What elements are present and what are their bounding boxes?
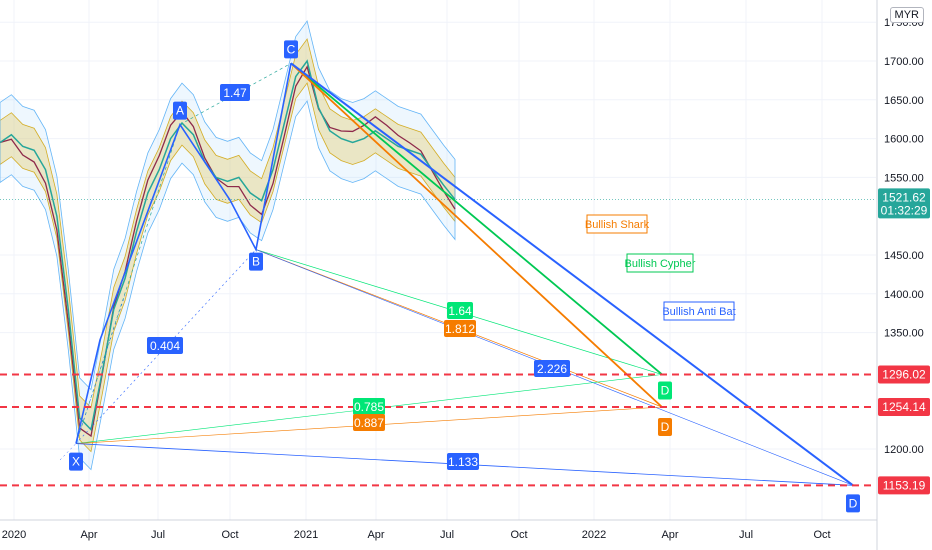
ratio-tag [444,320,476,337]
price-levels: 1296.02 1254.14 1153.19 [0,365,930,495]
pattern-point-label: X [72,455,80,469]
ratio-value: 0.404 [150,339,180,353]
bollinger-band [0,20,456,471]
price-line [0,59,456,432]
harmonic-leg [75,249,257,444]
ratio-tag [353,414,385,431]
x-tick-label: Apr [367,529,384,541]
pattern-name-box [663,301,735,321]
ratio-tag [353,398,385,415]
y-tick-label: 1350.00 [884,328,924,340]
pattern-point-marker [173,101,187,120]
pattern-name-label: Bullish Shark [585,219,650,231]
y-tick-label: 1700.00 [884,56,924,68]
pattern-point-label: D [849,496,858,510]
price-level-tag [878,397,930,416]
y-tick-label: 1400.00 [884,289,924,301]
ratio-value: 2.226 [537,362,567,376]
y-tick-label: 1550.00 [884,172,924,184]
currency-button[interactable]: MYR [889,7,924,23]
ratio-tag [534,360,570,377]
x-tick-label: Jul [739,529,753,541]
pattern-name-label: Bullish Anti Bat [662,306,735,318]
time-axis: 2020 Apr Jul Oct 2021 Apr Jul Oct 2022 Apr Jul Oct [0,519,877,541]
x-tick-label: Oct [510,529,527,541]
x-tick-label: Jul [151,529,165,541]
ratio-value: 1.133 [448,455,478,469]
harmonic-patterns [59,62,854,487]
ratio-labels: 1.47 0.404 1.64 1.812 2.226 0.785 0.887 1.133 [147,84,570,470]
pattern-point-marker [284,40,298,59]
ratio-tag [447,453,479,470]
x-tick-label: Apr [80,529,97,541]
y-tick-label: 1200.00 [884,444,924,456]
x-tick-label: 2021 [294,529,318,541]
price-level-value: 1153.19 [883,478,926,492]
pattern-point-label: C [287,42,296,56]
pattern-point-label: D [661,383,670,397]
harmonic-leg [290,62,663,408]
x-tick-label: Oct [813,529,830,541]
moving-average-line [0,65,456,438]
x-tick-label: Oct [221,529,238,541]
ratio-tag [147,337,183,354]
y-tick-label: 1650.00 [884,95,924,107]
pattern-point-marker [658,417,672,436]
pattern-name-notes: Bullish Shark Bullish Cypher Bullish Anti … [585,214,736,321]
x-tick-label: 2020 [2,529,26,541]
indicator-bands [0,20,456,471]
pattern-point-marker [69,452,83,471]
ratio-value: 0.887 [354,416,384,430]
pattern-point-marker [658,381,672,400]
price-level-value: 1254.14 [882,400,926,414]
pattern-name-label: Bullish Cypher [625,258,696,270]
ratio-value: 1.47 [223,86,247,100]
harmonic-leg [290,62,663,376]
x-tick-label: Jul [440,529,454,541]
price-level-value: 1296.02 [882,367,926,381]
current-price-value: 1521.62 [882,190,926,204]
price-level-tag [878,365,930,384]
current-price-tag [878,188,930,219]
x-tick-label: 2022 [582,529,606,541]
ratio-value: 1.64 [448,304,472,318]
y-tick-label: 1450.00 [884,250,924,262]
y-tick-label: 1600.00 [884,134,924,146]
ratio-value: 1.812 [445,322,475,336]
ratio-tag [220,84,250,101]
pattern-point-marker [249,252,263,271]
ratio-value: 0.785 [354,400,384,414]
xabc-zigzag [75,63,292,444]
harmonic-leg [59,443,77,461]
price-axis: 1750.001700.001650.001600.001550.001450.… [876,0,924,550]
pattern-point-label: D [661,420,670,434]
harmonic-leg [75,294,126,444]
countdown-value: 01:32:29 [881,203,928,217]
pattern-name-box [626,253,694,273]
pattern-name-box [586,214,648,234]
pattern-point-label: B [252,255,260,269]
harmonic-leg [290,62,854,487]
pattern-point-marker [846,494,860,513]
x-tick-label: Apr [661,529,678,541]
price-level-tag [878,476,930,495]
pattern-point-label: A [176,104,184,118]
ratio-tag [447,302,473,319]
pattern-point-labels: X A B C D D D [69,40,860,513]
